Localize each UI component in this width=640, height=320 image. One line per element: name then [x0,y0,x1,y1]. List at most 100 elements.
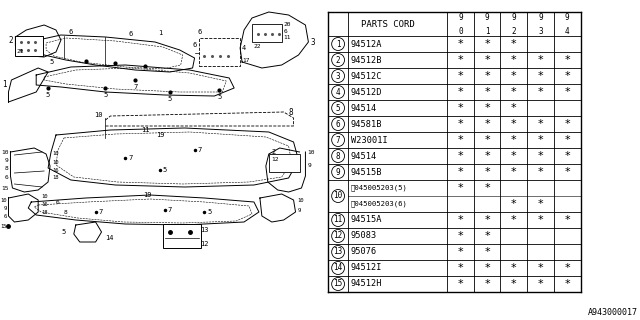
Text: 7: 7 [99,209,103,215]
Text: 13: 13 [333,247,343,257]
Text: *: * [484,279,490,289]
Text: *: * [484,39,490,49]
Text: *: * [458,103,463,113]
Text: 2: 2 [271,149,276,155]
Text: A943000017: A943000017 [588,308,638,317]
Text: *: * [538,167,543,177]
Text: 94514: 94514 [351,103,377,113]
Text: 1: 1 [158,30,162,36]
Text: 3: 3 [538,27,543,36]
Text: 94514: 94514 [351,151,377,161]
Text: *: * [511,87,516,97]
Text: *: * [511,151,516,161]
Text: 5: 5 [217,94,221,100]
Text: 2: 2 [9,36,13,44]
Circle shape [332,53,344,67]
Text: 7: 7 [198,147,202,153]
Text: 12: 12 [272,156,279,162]
Circle shape [332,213,344,227]
Bar [269,154,301,172]
Text: 5: 5 [207,209,212,215]
Text: 94512A: 94512A [351,39,383,49]
Text: *: * [511,119,516,129]
Circle shape [332,117,344,131]
Text: 10: 10 [52,159,58,164]
Text: *: * [458,135,463,145]
Text: *: * [564,279,570,289]
Text: *: * [511,215,516,225]
Text: 9: 9 [565,12,570,21]
Text: *: * [511,71,516,81]
Bar [198,38,240,66]
Text: *: * [511,103,516,113]
Text: *: * [484,87,490,97]
Text: *: * [564,71,570,81]
Text: Ⓢ045005203(6): Ⓢ045005203(6) [351,201,408,207]
Text: *: * [484,55,490,65]
Text: *: * [538,55,543,65]
Text: *: * [564,55,570,65]
Text: *: * [458,231,463,241]
Text: 95076: 95076 [351,247,377,257]
Text: 94515A: 94515A [351,215,383,225]
Text: 17: 17 [242,58,250,62]
Bar [252,24,282,42]
Text: *: * [538,71,543,81]
Text: 8: 8 [289,108,293,116]
Text: *: * [511,135,516,145]
Text: 15: 15 [333,279,343,289]
Text: 15: 15 [1,186,8,190]
Text: 94515B: 94515B [351,167,383,177]
Text: *: * [458,167,463,177]
Text: 1: 1 [336,39,340,49]
Text: 16: 16 [52,167,58,172]
Text: *: * [458,247,463,257]
Text: 11: 11 [284,35,291,39]
Text: 1: 1 [2,79,6,89]
Text: 95083: 95083 [351,231,377,241]
Text: 19: 19 [143,192,151,198]
Text: *: * [484,151,490,161]
Text: 8: 8 [336,151,340,161]
Text: 94512D: 94512D [351,87,383,97]
Text: *: * [458,87,463,97]
Text: 4: 4 [336,87,340,97]
Text: 9: 9 [298,207,301,212]
Text: 10: 10 [52,150,58,156]
Text: *: * [458,71,463,81]
Text: *: * [458,263,463,273]
Text: 5: 5 [103,92,108,98]
Text: 7: 7 [168,207,172,213]
Text: *: * [484,231,490,241]
Text: 6: 6 [197,29,202,35]
Text: *: * [458,215,463,225]
Text: 3: 3 [336,71,340,81]
Text: 11: 11 [333,215,343,225]
Text: *: * [458,151,463,161]
Text: 5: 5 [46,92,50,98]
Text: 8: 8 [4,165,8,171]
Text: 9: 9 [307,163,311,167]
Text: 9: 9 [458,12,463,21]
Text: 13: 13 [200,227,209,233]
Text: *: * [484,135,490,145]
Text: *: * [564,215,570,225]
Text: 6: 6 [3,213,6,219]
Text: 6: 6 [284,28,287,34]
Text: 6: 6 [4,174,8,180]
Text: 94512B: 94512B [351,55,383,65]
Text: 6: 6 [56,199,60,204]
Text: 12: 12 [200,241,209,247]
Text: 6: 6 [192,42,196,48]
Text: *: * [538,151,543,161]
Text: 21: 21 [17,49,24,54]
Text: 94512I: 94512I [351,263,383,273]
Circle shape [332,37,344,51]
Text: 5: 5 [50,59,54,65]
Text: 0: 0 [458,27,463,36]
Text: *: * [511,279,516,289]
Text: 7: 7 [133,84,138,90]
Text: *: * [511,199,516,209]
Text: *: * [511,55,516,65]
Text: 10: 10 [0,197,6,203]
